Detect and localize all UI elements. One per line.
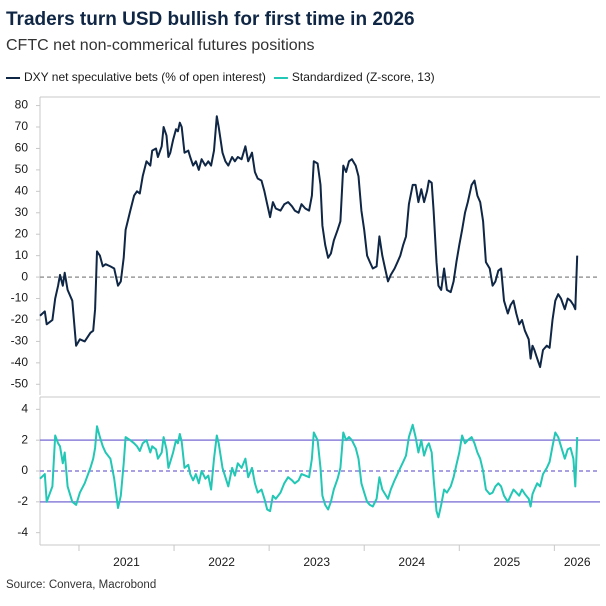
chart-title: Traders turn USD bullish for first time … [6,9,415,30]
y-tick-label: 4 [21,402,28,416]
chart-subtitle: CFTC net non-commerical futures position… [6,37,315,54]
y-tick-label: 40 [15,184,29,198]
y-tick-label: -50 [11,376,29,390]
x-tick-label: 2023 [303,555,330,569]
x-tick-label: 2025 [493,555,520,569]
y-tick-label: -30 [11,334,29,348]
y-tick-label: -20 [11,312,29,326]
y-tick-label: 20 [15,226,29,240]
y-tick-label: -10 [11,291,29,305]
legend-label: DXY net speculative bets (% of open inte… [24,70,266,84]
source-note: Source: Convera, Macrobond [6,579,156,591]
y-tick-label: 60 [15,141,29,155]
legend-label: Standardized (Z-score, 13) [292,70,435,84]
x-tick-label: 2026 [564,555,591,569]
x-tick-label: 2021 [113,555,140,569]
y-tick-label: 10 [15,248,29,262]
y-tick-label: 0 [21,269,28,283]
series-line [39,115,579,369]
y-tick-label: 50 [15,162,29,176]
y-tick-label: -4 [17,525,28,539]
y-tick-label: 0 [21,463,28,477]
y-tick-label: 80 [15,98,29,112]
y-tick-label: 2 [21,432,28,446]
x-tick-label: 2022 [208,555,235,569]
x-tick-label: 2024 [398,555,425,569]
y-tick-label: -40 [11,355,29,369]
y-tick-label: -2 [17,494,28,508]
y-tick-label: 30 [15,205,29,219]
series-line [39,423,579,519]
y-tick-label: 70 [15,119,29,133]
